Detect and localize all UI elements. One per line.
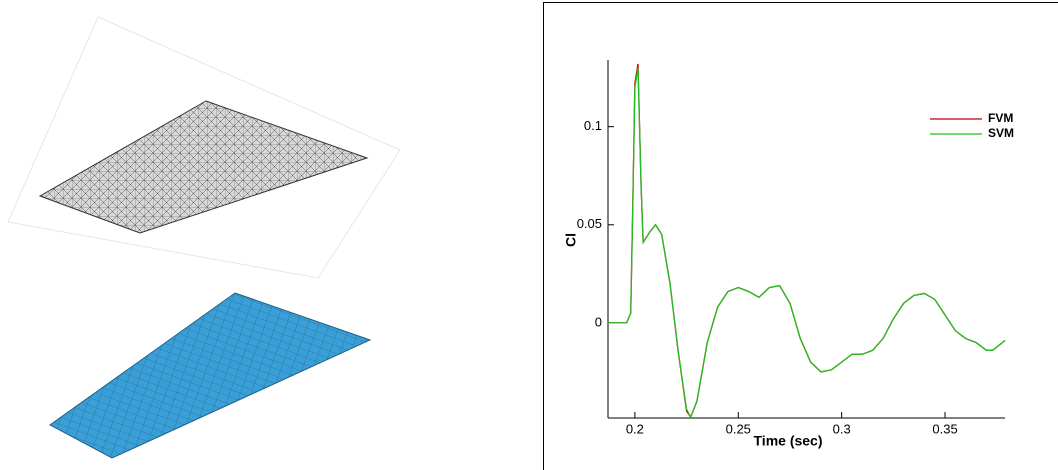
plot: Time (sec) Cl 0 0.05 0.1 0.2 0.25 0.3 0.35 FVMS… — [563, 60, 1014, 449]
legend-label: FVM — [988, 111, 1013, 125]
y-axis-label: Cl — [563, 233, 579, 247]
y-tick-label: 0 — [595, 314, 602, 329]
y-tick-label: 0.1 — [584, 118, 602, 133]
x-tick-label: 0.2 — [626, 421, 644, 436]
legend-label: SVM — [988, 126, 1014, 140]
y-tick-label: 0.05 — [577, 216, 602, 231]
quad-mesh — [50, 293, 370, 458]
mesh-images — [8, 17, 400, 458]
series-line — [608, 68, 1005, 417]
x-tick-label: 0.35 — [932, 421, 957, 436]
x-tick-label: 0.25 — [726, 421, 751, 436]
panel-border — [544, 3, 1058, 470]
triangular-mesh — [40, 101, 367, 233]
figure: Time (sec) Cl 0 0.05 0.1 0.2 0.25 0.3 0.35 FVMS… — [0, 0, 1058, 470]
series-line — [608, 64, 1005, 417]
x-axis-label: Time (sec) — [754, 433, 823, 449]
x-tick-label: 0.3 — [833, 421, 851, 436]
